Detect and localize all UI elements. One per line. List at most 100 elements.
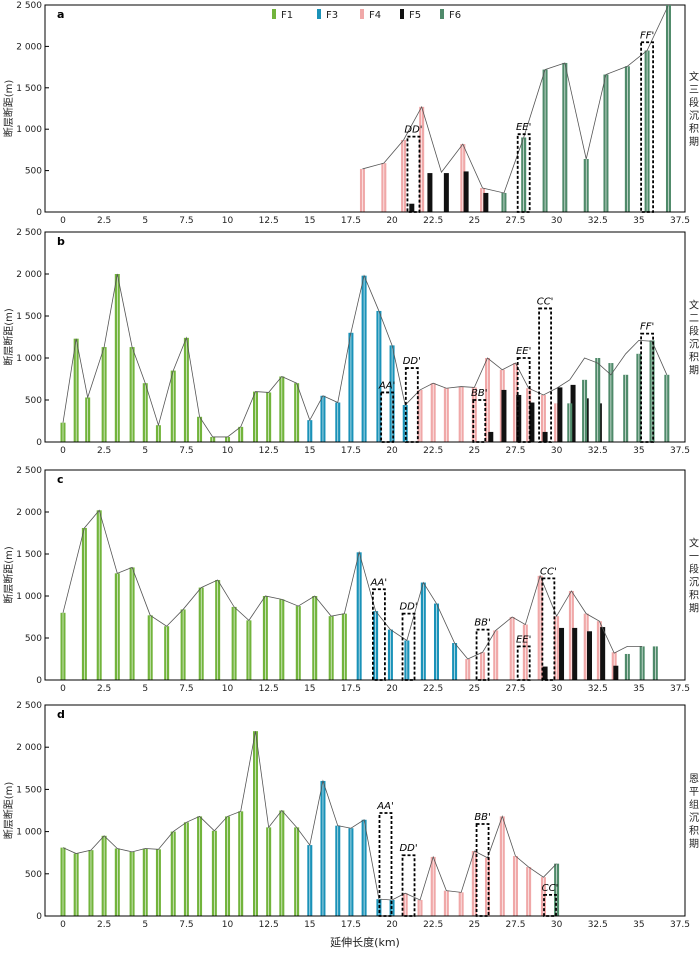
x-tick-label: 2.5 <box>97 920 111 930</box>
y-tick-label: 2 000 <box>16 743 42 753</box>
x-tick-label: 7.5 <box>179 216 193 226</box>
x-tick-label: 30 <box>551 216 563 226</box>
panel-letter: c <box>57 473 64 486</box>
bar-F5 <box>409 203 415 212</box>
y-tick-label: 2 000 <box>16 42 42 52</box>
bar-F5 <box>516 394 522 442</box>
x-tick-label: 25 <box>469 920 480 930</box>
throw-envelope-line <box>62 509 643 660</box>
y-axis-label: 断层断距(m) <box>2 80 15 138</box>
section-box <box>401 612 416 681</box>
y-tick-label: 500 <box>25 870 42 880</box>
legend-swatch-F5 <box>400 9 404 19</box>
side-label: 文一段沉积期 <box>689 537 699 615</box>
x-tick-label: 5 <box>142 216 148 226</box>
section-box <box>401 854 416 917</box>
x-tick-label: 30 <box>551 684 563 694</box>
x-tick-label: 27.5 <box>505 684 525 694</box>
y-tick-label: 0 <box>36 912 42 922</box>
x-tick-label: 25 <box>469 446 480 456</box>
x-tick-label: 17.5 <box>341 920 361 930</box>
x-tick-label: 37.5 <box>670 920 690 930</box>
y-axis-label: 断层断距(m) <box>2 308 15 366</box>
y-tick-label: 1 000 <box>16 592 42 602</box>
throw-envelope-line <box>362 4 669 194</box>
section-label: BB' <box>471 388 487 399</box>
panel-frame <box>44 4 686 213</box>
y-tick-label: 2 500 <box>16 466 42 476</box>
x-tick-label: 17.5 <box>341 684 361 694</box>
legend-swatch-F1 <box>272 9 276 19</box>
y-axis-label: 断层断距(m) <box>2 546 15 604</box>
x-tick-label: 32.5 <box>588 684 608 694</box>
x-tick-label: 20 <box>386 684 398 694</box>
side-label: 文二段沉积期 <box>689 299 699 377</box>
legend-label: F3 <box>326 10 338 21</box>
y-tick-label: 0 <box>36 208 42 218</box>
bar-F5 <box>557 387 563 442</box>
section-label: EE' <box>516 634 531 645</box>
y-tick-label: 1 500 <box>16 84 42 94</box>
section-label: EE' <box>516 122 531 133</box>
section-label: BB' <box>474 618 490 629</box>
y-tick-label: 2 500 <box>16 228 42 238</box>
x-tick-label: 15 <box>304 446 315 456</box>
section-label: DD' <box>399 602 417 613</box>
bar-F5 <box>542 431 548 442</box>
section-box <box>475 823 490 917</box>
x-tick-label: 20 <box>386 920 398 930</box>
x-tick-label: 30 <box>551 920 563 930</box>
section-label: CC' <box>537 296 554 307</box>
x-tick-label: 32.5 <box>588 446 608 456</box>
x-tick-label: 15 <box>304 684 315 694</box>
y-tick-label: 1 000 <box>16 828 42 838</box>
section-box <box>372 588 386 681</box>
section-label: DD' <box>403 356 421 367</box>
section-box <box>543 894 557 917</box>
x-tick-label: 5 <box>142 446 148 456</box>
section-box <box>541 577 556 681</box>
x-tick-label: 15 <box>304 216 315 226</box>
x-tick-label: 10 <box>222 920 234 930</box>
legend-swatch-F6 <box>440 9 444 19</box>
legend-swatch-F4 <box>360 9 364 19</box>
x-tick-label: 22.5 <box>423 684 443 694</box>
x-tick-label: 2.5 <box>97 216 111 226</box>
bar-F5 <box>587 631 593 680</box>
throw-envelope-line <box>62 273 668 438</box>
section-label: AA' <box>378 380 395 391</box>
x-tick-label: 7.5 <box>179 446 193 456</box>
x-tick-label: 0 <box>60 684 66 694</box>
y-tick-label: 1 500 <box>16 785 42 795</box>
y-tick-label: 2 500 <box>16 1 42 11</box>
y-tick-label: 0 <box>36 438 42 448</box>
section-label: DD' <box>404 125 422 136</box>
x-tick-label: 20 <box>386 446 398 456</box>
x-tick-label: 32.5 <box>588 216 608 226</box>
section-label: EE' <box>516 346 531 357</box>
x-tick-label: 2.5 <box>97 446 111 456</box>
x-tick-label: 5 <box>142 920 148 930</box>
panel-d: 0 500 1 000 1 500 2 000 2 500 0 2.5 5 7.5 10 12.5 15… <box>2 701 699 930</box>
section-label: CC' <box>540 566 557 577</box>
section-label: FF' <box>640 30 654 41</box>
x-tick-label: 17.5 <box>341 446 361 456</box>
bar-F5 <box>501 389 507 442</box>
x-tick-label: 27.5 <box>505 446 525 456</box>
x-tick-label: 35 <box>633 920 644 930</box>
x-tick-label: 12.5 <box>259 920 279 930</box>
y-tick-label: 1 000 <box>16 125 42 135</box>
x-tick-label: 37.5 <box>670 684 690 694</box>
section-label: CC' <box>542 883 559 894</box>
bar-F5 <box>572 627 578 680</box>
section-label: DD' <box>399 843 417 854</box>
legend-label: F5 <box>409 10 421 21</box>
y-tick-label: 2 500 <box>16 701 42 711</box>
x-tick-label: 37.5 <box>670 216 690 226</box>
x-tick-label: 32.5 <box>588 920 608 930</box>
x-tick-label: 10 <box>222 446 234 456</box>
bar-F5 <box>570 384 576 442</box>
y-tick-label: 500 <box>25 396 42 406</box>
x-tick-label: 2.5 <box>97 684 111 694</box>
